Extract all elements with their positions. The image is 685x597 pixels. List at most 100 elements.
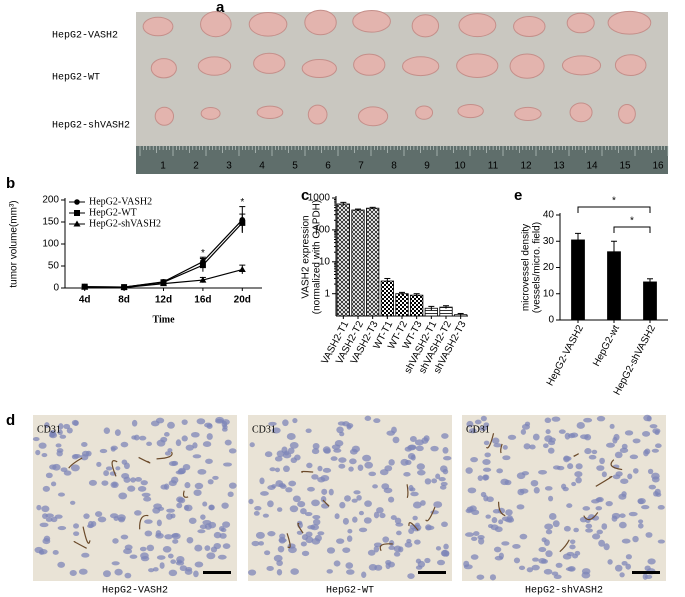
nucleus [483,422,490,428]
nucleus [398,546,404,553]
nucleus [137,486,147,492]
nucleus [393,551,401,557]
nucleus [44,422,50,429]
line [84,222,243,288]
nucleus [482,459,491,466]
nucleus [468,428,477,434]
nucleus [612,474,621,480]
nucleus [200,514,206,520]
nucleus [644,448,651,455]
nucleus [435,473,441,480]
nucleus [344,495,351,502]
nucleus [160,484,168,490]
nucleus [251,540,260,547]
nucleus [184,504,193,512]
nucleus [573,527,579,533]
nucleus [544,486,553,491]
nucleus [657,505,665,510]
nucleus [202,501,208,507]
ruler-number: 4 [259,161,265,172]
nucleus [494,526,503,533]
annotation: * [201,248,205,259]
nucleus [440,465,448,473]
nucleus [409,436,417,443]
nucleus [348,466,354,472]
nucleus [574,471,583,478]
nucleus [101,480,109,486]
nucleus [373,542,383,548]
legend-label: HepG2-shVASH2 [89,218,161,229]
nucleus [134,477,142,482]
nucleus [317,465,323,472]
nucleus [483,440,490,446]
scale-bar [418,571,446,574]
nucleus [613,433,620,441]
nucleus [611,512,621,519]
legend-label: HepG2-VASH2 [89,196,152,207]
y-tick-label: 10 [543,288,555,299]
nucleus [388,459,395,466]
nucleus [181,419,188,425]
nucleus [167,553,174,559]
nucleus [57,561,66,568]
nucleus [625,554,632,560]
y-axis-label: VASH2 expression [301,215,312,298]
nucleus [558,429,566,434]
nucleus [192,454,202,459]
nucleus [551,571,559,576]
vessel [68,457,83,469]
nucleus [439,485,447,490]
nucleus [39,549,48,555]
nucleus [407,573,415,580]
nucleus [438,477,446,482]
nucleus [544,523,554,530]
nucleus [641,504,650,510]
nucleus [493,546,502,553]
nucleus [57,526,67,531]
nucleus [152,567,159,572]
ruler-number: 3 [226,161,232,172]
marker [73,220,81,227]
nucleus [403,472,411,477]
nucleus [649,424,658,429]
nucleus [412,527,421,532]
nucleus [647,468,654,475]
nucleus [517,488,525,496]
nucleus [582,506,591,511]
nucleus [55,443,62,448]
nucleus [41,505,50,513]
nucleus [162,546,172,553]
nucleus [94,511,103,517]
nucleus [632,468,639,474]
nucleus [301,534,309,541]
nucleus [574,550,581,556]
nucleus [45,513,54,518]
y-tick-label: 30 [543,236,555,247]
nucleus [205,458,213,464]
significance-bracket [613,226,651,233]
tumor [307,104,328,125]
tumor [569,102,593,123]
vessel [301,470,314,474]
nucleus [523,443,531,450]
nucleus [121,459,128,465]
nucleus [307,525,316,530]
vessel [139,514,149,530]
nucleus [215,418,224,424]
ruler-number: 7 [358,161,364,172]
nucleus [538,547,547,553]
nucleus [585,523,593,529]
nucleus [345,562,354,569]
nucleus [223,462,233,467]
nucleus [118,492,128,500]
nucleus [384,465,393,472]
nucleus [103,570,111,578]
vessel [559,539,570,553]
nucleus [530,479,539,487]
vessel [138,456,151,464]
nucleus [49,430,57,437]
nucleus [655,443,662,449]
nucleus [262,513,269,518]
nucleus [588,454,597,460]
tumor [402,56,440,77]
